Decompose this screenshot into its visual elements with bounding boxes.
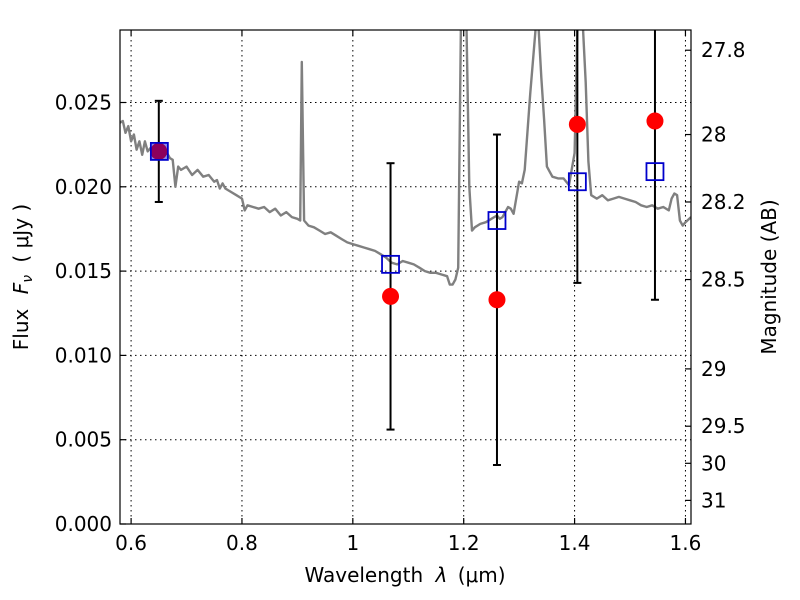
y2-tick-label: 27.8 (701, 38, 746, 62)
x-tick-label: 1.4 (559, 531, 591, 555)
grid (120, 30, 691, 525)
plot-frame (119, 29, 692, 525)
x-tick-label: 0.8 (226, 531, 258, 555)
spectrum-line (120, 30, 691, 286)
synthetic-point (567, 172, 587, 192)
y-tick-label: 0.025 (55, 90, 112, 114)
axes-frame (119, 29, 692, 525)
y-tick-label: 0.005 (55, 428, 112, 452)
observed-point (568, 115, 586, 133)
x-tick-label: 1.2 (448, 531, 480, 555)
y2-tick-label: 30 (701, 451, 726, 475)
x-tick-label: 0.6 (115, 531, 147, 555)
tick-labels: 0.6 0.8 1 1.2 1.4 1.6 0.000 0.005 0.010 0.015 0.02… (55, 38, 746, 555)
y2-axis-label: Magnitude (AB) (757, 199, 781, 354)
y-tick-label: 0.000 (55, 512, 112, 536)
y-tick-label: 0.015 (55, 259, 112, 283)
y-axis-label: Flux Fν ( μJy ) (9, 204, 37, 350)
synthetic-point (381, 254, 400, 274)
synthetic-point (487, 211, 507, 230)
synthetic-point (149, 141, 169, 161)
synthetic-point (645, 162, 665, 182)
y2-tick-label: 29 (701, 357, 726, 381)
y-tick-label: 0.020 (55, 175, 112, 199)
overlap-shade (151, 143, 168, 160)
x-axis-label: Wavelength λ (μm) (304, 563, 505, 587)
y2-tick-label: 28 (701, 123, 726, 147)
x-tick-label: 1 (346, 531, 359, 555)
y2-tick-label: 28.2 (701, 190, 746, 214)
y2-tick-label: 28.5 (701, 268, 746, 292)
y-tick-label: 0.010 (55, 343, 112, 367)
plot-area (120, 30, 691, 466)
x-tick-label: 1.6 (670, 531, 702, 555)
y2-tick-label: 29.5 (701, 414, 746, 438)
observed-point (646, 112, 664, 130)
observed-point (488, 291, 506, 309)
y2-tick-label: 31 (701, 488, 726, 512)
observed-point (382, 287, 400, 305)
